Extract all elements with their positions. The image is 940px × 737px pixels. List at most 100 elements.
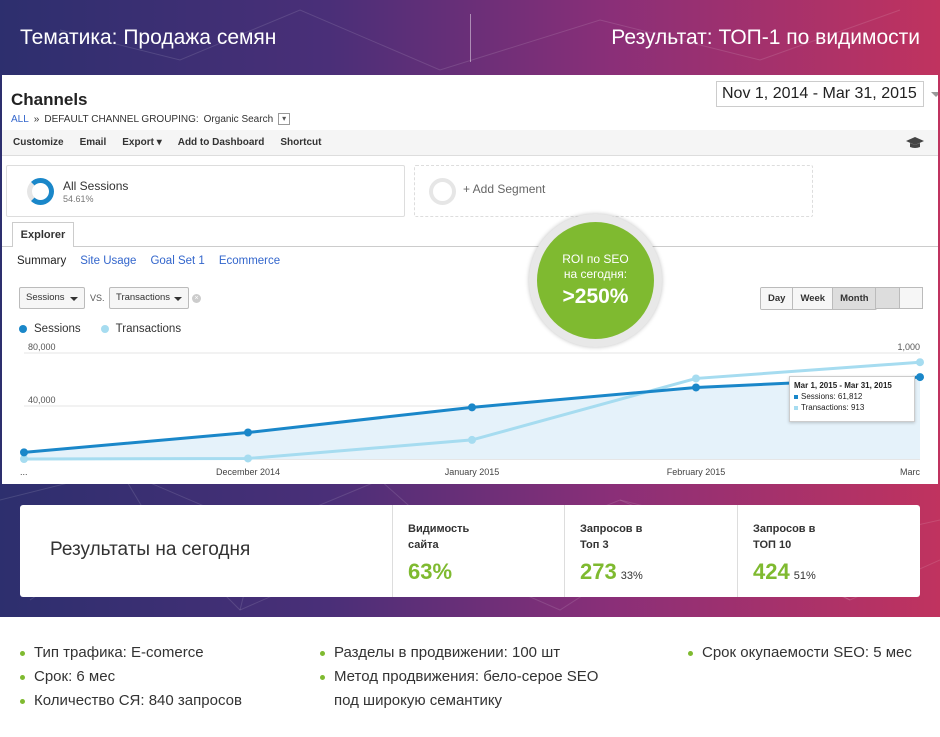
- breadcrumb: ALL » DEFAULT CHANNEL GROUPING: Organic …: [11, 113, 291, 125]
- result-value-row: 63%: [408, 559, 469, 585]
- bullet-icon: [20, 675, 25, 680]
- roi-line-2: на сегодня:: [563, 267, 628, 281]
- period-week-button[interactable]: Week: [793, 288, 834, 309]
- remove-metric-icon[interactable]: ×: [192, 294, 201, 303]
- period-day-button[interactable]: Day: [761, 288, 794, 309]
- y-right-tick-label: 1,000: [897, 342, 920, 352]
- vs-label: VS.: [90, 293, 105, 303]
- segment-all-sessions[interactable]: All Sessions 54.61%: [6, 165, 405, 217]
- analytics-screenshot: Channels ALL » DEFAULT CHANNEL GROUPING:…: [2, 75, 938, 484]
- info-item-traffic: Тип трафика: E-comerce: [20, 641, 204, 665]
- date-range-picker[interactable]: Nov 1, 2014 - Mar 31, 2015: [716, 81, 938, 107]
- breadcrumb-all-link[interactable]: ALL: [11, 113, 29, 125]
- result-value-row: 273 33%: [580, 559, 643, 585]
- graduation-cap-icon[interactable]: [906, 137, 924, 149]
- add-to-dashboard-button[interactable]: Add to Dashboard: [177, 137, 265, 148]
- result-percent: 51%: [793, 570, 816, 582]
- tab-explorer[interactable]: Explorer: [12, 222, 74, 247]
- result-label: ТОП 10: [753, 539, 792, 551]
- results-title: Результаты на сегодня: [50, 539, 251, 560]
- email-button[interactable]: Email: [79, 137, 107, 148]
- period-switcher: Day Week Month: [760, 287, 877, 310]
- breadcrumb-group: DEFAULT CHANNEL GROUPING:: [44, 113, 199, 125]
- chart-legend: Sessions Transactions: [19, 323, 181, 335]
- tooltip-swatch: [794, 394, 798, 399]
- tab-divider: [2, 246, 938, 247]
- result-visibility: Видимость сайта 63%: [392, 505, 469, 597]
- result-value: 424: [753, 559, 790, 584]
- subtab-site-usage[interactable]: Site Usage: [80, 255, 137, 267]
- chart-type-switcher: [875, 287, 923, 309]
- transactions-point: [244, 454, 252, 463]
- sessions-point: [916, 373, 924, 382]
- sessions-point: [692, 383, 700, 392]
- subtab-ecommerce[interactable]: Ecommerce: [218, 255, 281, 267]
- topic-heading: Тематика: Продажа семян: [20, 26, 277, 49]
- info-item-queries: Количество СЯ: 840 запросов: [20, 689, 242, 713]
- sessions-point: [20, 448, 28, 457]
- result-label: сайта: [408, 539, 439, 551]
- x-tick-label: Marc: [900, 467, 920, 477]
- add-segment-slot[interactable]: + Add Segment: [414, 165, 813, 217]
- shortcut-button[interactable]: Shortcut: [280, 137, 322, 148]
- info-text: Разделы в продвижении: 100 шт: [334, 644, 561, 661]
- legend-dot-icon: [100, 325, 109, 333]
- add-segment-label: + Add Segment: [463, 182, 546, 196]
- period-month-button[interactable]: Month: [833, 288, 876, 309]
- breadcrumb-value: Organic Search: [203, 113, 274, 125]
- result-value: 273: [580, 559, 617, 584]
- bullet-icon: [320, 651, 325, 656]
- subtab-summary[interactable]: Summary: [17, 255, 67, 267]
- result-top10: Запросов в ТОП 10 424 51%: [737, 505, 816, 597]
- metric-select-secondary[interactable]: Transactions: [109, 287, 189, 309]
- result-top3: Запросов в Топ 3 273 33%: [564, 505, 643, 597]
- info-item-term: Срок: 6 мес: [20, 665, 115, 689]
- roi-badge-inner: ROI по SEO на сегодня: >250%: [537, 222, 654, 339]
- tooltip-title: Mar 1, 2015 - Mar 31, 2015: [794, 381, 892, 390]
- result-value: 63%: [408, 559, 453, 584]
- x-tick-label: January 2015: [445, 467, 500, 477]
- result-percent: 33%: [620, 570, 643, 582]
- bullet-icon: [320, 675, 325, 680]
- tooltip-sessions-row: Sessions: 61,812: [794, 392, 910, 401]
- roi-value: >250%: [562, 285, 629, 308]
- subtab-goal-set-1[interactable]: Goal Set 1: [150, 255, 205, 267]
- tooltip-transactions-row: Transactions: 913: [794, 403, 910, 412]
- y-tick-label: 80,000: [28, 342, 56, 352]
- export-button[interactable]: Export ▾: [122, 137, 162, 148]
- info-text: Срок: 6 мес: [34, 668, 116, 685]
- x-tick-label: February 2015: [667, 467, 726, 477]
- empty-segment-ring-icon: [429, 178, 456, 205]
- transactions-point: [468, 435, 476, 444]
- segment-percent: 54.61%: [63, 194, 94, 204]
- project-info-panel: Тип трафика: E-comerce Срок: 6 мес Колич…: [0, 617, 940, 737]
- transactions-point: [692, 374, 700, 383]
- result-label: Запросов в: [580, 523, 643, 535]
- chevron-down-icon[interactable]: ▾: [278, 113, 291, 125]
- legend-label: Transactions: [115, 323, 182, 335]
- segment-name: All Sessions: [63, 179, 129, 193]
- chart-tooltip: Mar 1, 2015 - Mar 31, 2015 Sessions: 61,…: [789, 376, 915, 422]
- result-label: Топ 3: [580, 539, 609, 551]
- report-title: Channels: [11, 90, 88, 109]
- motion-chart-icon[interactable]: [899, 288, 922, 308]
- sessions-area: [24, 377, 920, 459]
- legend-label: Sessions: [34, 323, 81, 335]
- info-text: Срок окупаемости SEO: 5 мес: [702, 644, 912, 661]
- metric-select-primary[interactable]: Sessions: [19, 287, 85, 309]
- line-chart-icon[interactable]: [876, 288, 900, 308]
- results-panel: Результаты на сегодня Видимость сайта 63…: [20, 505, 920, 597]
- legend-dot-icon: [19, 325, 27, 333]
- legend-item-sessions: Sessions: [19, 323, 81, 335]
- info-item-method: Метод продвижения: бело-серое SEO под ши…: [320, 665, 598, 713]
- explorer-subtabs: Summary Site Usage Goal Set 1 Ecommerce: [17, 255, 280, 267]
- info-method-line-1: Метод продвижения: бело-серое SEO: [334, 668, 599, 685]
- roi-badge: ROI по SEO на сегодня: >250%: [529, 214, 662, 347]
- tooltip-swatch: [794, 405, 798, 410]
- info-item-payback: Срок окупаемости SEO: 5 мес: [688, 641, 912, 665]
- customize-button[interactable]: Customize: [13, 137, 64, 148]
- x-tick-label: ...: [20, 467, 28, 477]
- segment-ring-icon: [27, 178, 54, 205]
- y-tick-label: 40,000: [28, 395, 56, 405]
